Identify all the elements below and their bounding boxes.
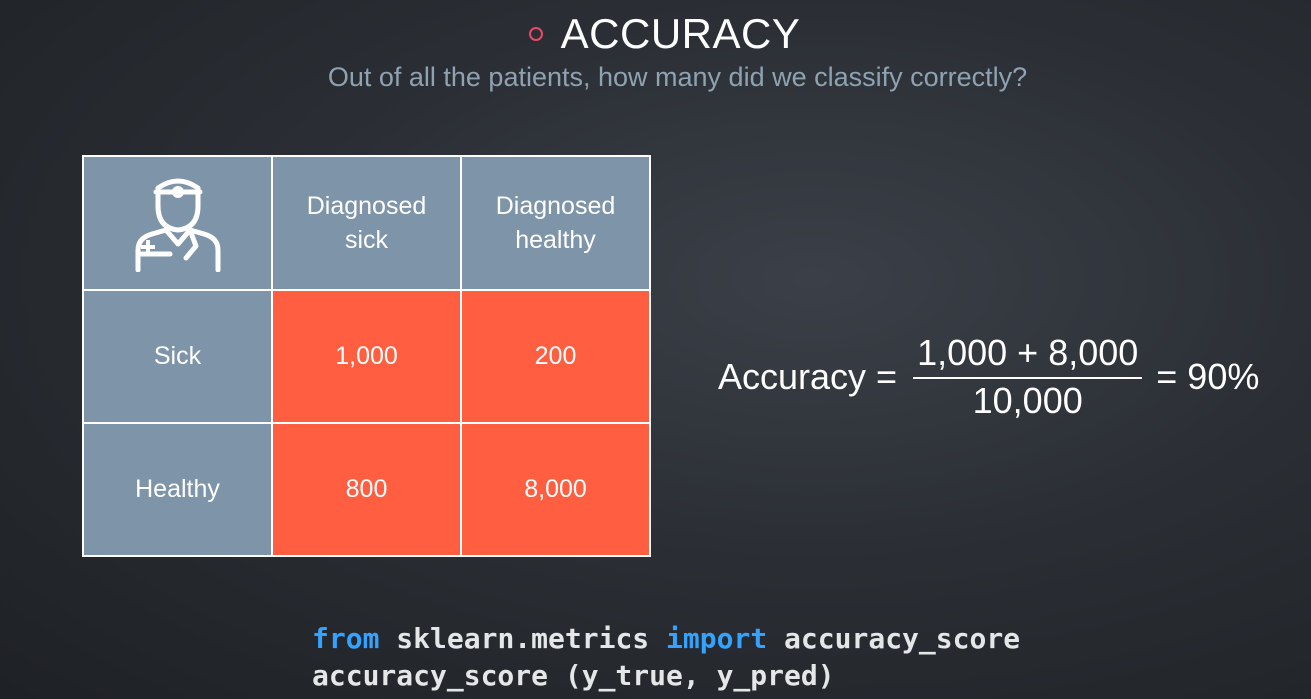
title-row: ACCURACY: [0, 10, 1311, 58]
matrix-row-healthy: Healthy 800 8,000: [82, 422, 651, 557]
bullet-circle-icon: [528, 27, 543, 41]
code-imported-name: accuracy_score: [784, 622, 1021, 655]
code-keyword-from: from: [312, 622, 380, 655]
cell-healthy-diagnosed-healthy: 8,000: [460, 422, 651, 557]
matrix-row-sick: Sick 1,000 200: [82, 289, 651, 424]
code-snippet: from sklearn.metrics import accuracy_sco…: [312, 620, 1020, 694]
col-header-line: Diagnosed: [495, 192, 616, 220]
formula-fraction: 1,000 + 8,000 10,000: [913, 333, 1143, 421]
cell-healthy-diagnosed-sick: 800: [271, 422, 462, 557]
code-module: sklearn.metrics: [396, 622, 650, 655]
col-header-diagnosed-sick: Diagnosed sick: [271, 155, 462, 291]
doctor-icon: [135, 178, 220, 272]
matrix-corner-cell: [82, 155, 273, 291]
col-header-line: Diagnosed: [306, 192, 427, 220]
formula-result: = 90%: [1156, 356, 1260, 397]
code-line-call: accuracy_score (y_true, y_pred): [312, 659, 835, 692]
cell-sick-diagnosed-sick: 1,000: [271, 289, 462, 424]
accuracy-formula: Accuracy = 1,000 + 8,000 10,000 = 90%: [718, 333, 1259, 421]
col-header-line: healthy: [515, 226, 596, 254]
cell-sick-diagnosed-healthy: 200: [460, 289, 651, 424]
slide-subtitle: Out of all the patients, how many did we…: [327, 62, 1028, 92]
code-keyword-import: import: [666, 622, 768, 655]
formula-denominator: 10,000: [972, 380, 1083, 421]
row-header-sick: Sick: [82, 289, 273, 424]
formula-numerator: 1,000 + 8,000: [913, 333, 1143, 379]
slide-title: ACCURACY: [560, 10, 801, 57]
col-header-line: sick: [344, 226, 389, 254]
row-header-healthy: Healthy: [82, 422, 273, 557]
formula-label: Accuracy =: [718, 356, 898, 397]
col-header-diagnosed-healthy: Diagnosed healthy: [460, 155, 651, 291]
matrix-header-row: Diagnosed sick Diagnosed healthy: [82, 155, 651, 291]
code-line-import: from sklearn.metrics import accuracy_sco…: [312, 620, 1020, 657]
confusion-matrix: Diagnosed sick Diagnosed healthy Sick 1,…: [82, 155, 651, 557]
